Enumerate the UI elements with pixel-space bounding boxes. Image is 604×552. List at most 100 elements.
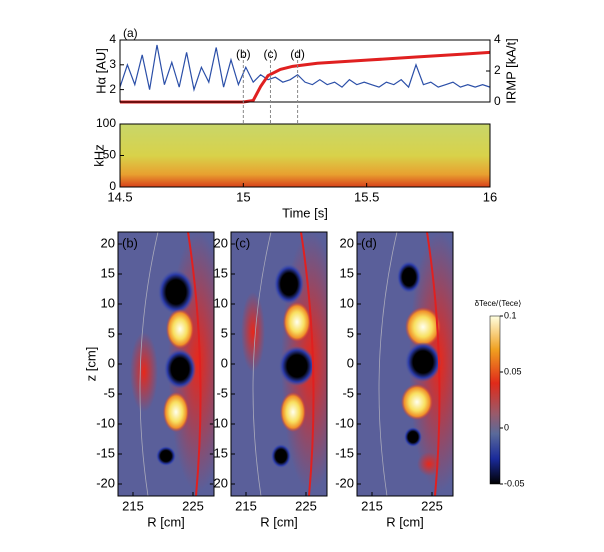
y-tick-label: 50 [103,148,117,162]
y-tick-label: -20 [209,475,228,490]
blob [163,392,189,432]
separatrix [300,232,315,496]
marker-label: (d) [290,47,305,61]
x-axis-label: R [cm] [147,514,185,529]
x-tick-label: 14.5 [107,189,132,204]
y-tick-label: 0 [108,355,115,370]
blob [156,446,176,466]
y2-tick-label: 0 [494,94,501,108]
y-tick-label: 15 [214,265,228,280]
y-axis-label: Hα [AU] [93,48,108,94]
separatrix [426,232,441,496]
y-tick-label: 10 [340,295,354,310]
colorbar-tick-label: 0.05 [504,366,522,376]
image-content [357,232,453,496]
y-tick-label: 0 [221,355,228,370]
rmp-current-line [120,50,491,104]
y-tick-label: 100 [96,116,116,130]
flux-surface [252,232,272,496]
blob [404,427,422,447]
x-tick-label: 215 [361,498,383,513]
blob [397,261,421,293]
y-tick-label: 5 [347,325,354,340]
y-tick-label: 0 [347,355,354,370]
y-tick-label: -20 [335,475,354,490]
panel-label: (b) [122,235,138,250]
halpha-line [119,44,491,92]
y-tick-label: 20 [214,235,228,250]
x-tick-label: 225 [295,498,317,513]
y-tick-label: 5 [108,325,115,340]
y2-axis-label: IRMP [kA/t] [503,38,518,104]
y-tick-label: -20 [96,475,115,490]
spectrogram [120,124,490,187]
y-tick-label: -5 [216,385,228,400]
x-tick-label: 225 [182,498,204,513]
x-axis-label: R [cm] [260,514,298,529]
blob [271,444,291,468]
y-tick-label: 20 [101,235,115,250]
y-tick-label: 3 [109,57,116,71]
blob [401,384,433,420]
x-tick-label: 215 [122,498,144,513]
x-tick-label: 225 [421,498,443,513]
x-tick-label: 15.5 [354,189,379,204]
y-tick-label: 10 [101,295,115,310]
blob [405,307,441,347]
y2-tick-label: 2 [494,63,501,77]
y-tick-label: -15 [335,445,354,460]
x-axis-label: Time [s] [282,205,328,220]
y-tick-label: 20 [340,235,354,250]
colorbar [489,315,501,485]
y-tick-label: 5 [221,325,228,340]
y-tick-label: -10 [209,415,228,430]
colorbar-label: δTece/⟨Tece⟩ [475,299,522,308]
y-tick-label: 10 [214,295,228,310]
flux-surface [378,232,398,496]
colorbar-tick-label: -0.05 [504,478,525,488]
y-tick-label: 2 [109,82,116,96]
y-tick-label: 4 [109,32,116,46]
y-tick-label: -15 [209,445,228,460]
x-axis-label: R [cm] [386,514,424,529]
blob [164,349,196,389]
y-tick-label: -15 [96,445,115,460]
blob [405,342,441,382]
y-tick-label: 15 [101,265,115,280]
image-content [118,232,214,496]
separatrix [187,232,202,496]
y-tick-label: -5 [103,385,115,400]
flux-surface [139,232,159,496]
y-axis-label: z [cm] [83,347,98,382]
colorbar-tick-label: 0.1 [504,310,517,320]
panel-label: (d) [361,235,377,250]
blob [158,270,194,314]
y-tick-label: -10 [335,415,354,430]
blob [417,452,441,476]
axes-frame [119,39,491,103]
image-content [231,232,327,496]
blob [283,302,311,342]
panel-label: (c) [235,235,250,250]
marker-label: (b) [236,47,251,61]
blob [279,346,315,386]
colorbar-tick-label: 0 [504,422,509,432]
blob [274,264,304,304]
x-tick-label: 16 [483,189,497,204]
y-tick-label: -10 [96,415,115,430]
y-axis-label: kHz [91,144,106,166]
blob [241,292,265,372]
marker-label: (c) [263,47,277,61]
x-tick-label: 215 [235,498,257,513]
blob [166,309,194,349]
x-tick-label: 15 [236,189,250,204]
blob [280,392,306,432]
y-tick-label: -5 [342,385,354,400]
y-tick-label: 15 [340,265,354,280]
